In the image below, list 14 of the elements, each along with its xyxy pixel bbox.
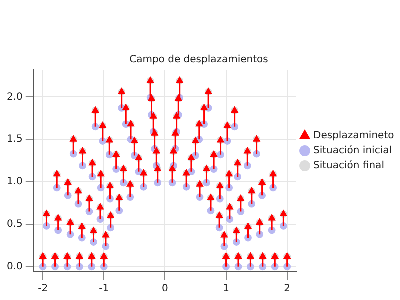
x-tick-label: -2 [38,284,48,295]
chart-title: Campo de desplazamientos [130,54,268,66]
x-tick-label: 0 [162,284,168,295]
y-tick-label: 0.0 [6,262,23,272]
x-tick-label: -1 [99,284,110,295]
x-tick-label: 2 [284,284,291,295]
y-tick-label: 0.5 [6,219,23,230]
x-tick-label: 1 [223,284,230,295]
y-tick-label: 2.0 [6,92,23,103]
legend-label: Situación inicial [314,146,392,157]
y-tick-label: 1.0 [6,176,23,188]
legend-label: Situación final [314,160,384,172]
legend-label: Desplazamineto [314,130,394,142]
y-tick-label: 1.5 [6,134,23,146]
